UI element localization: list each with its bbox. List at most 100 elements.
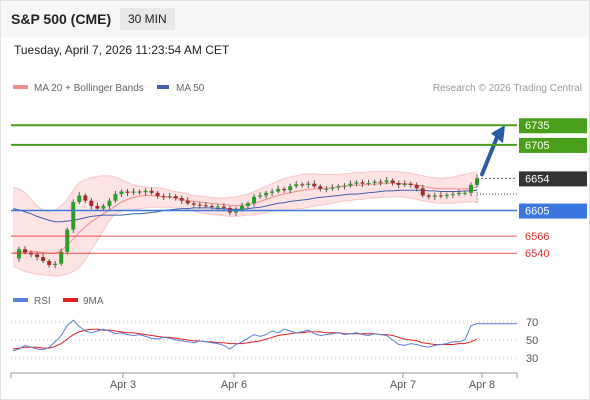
bollinger-legend-swatch — [13, 85, 28, 89]
candle-body — [420, 188, 425, 196]
candle-body — [300, 184, 305, 186]
candle-body — [414, 184, 419, 189]
price-level-label: 6654 — [519, 171, 587, 187]
candle-body — [215, 206, 220, 208]
rsi-line — [12, 319, 478, 352]
candle-body — [336, 186, 341, 188]
candle-body — [125, 191, 130, 193]
candle-body — [197, 204, 202, 206]
chart-header: S&P 500 (CME) 30 MIN — [1, 1, 589, 37]
candle-body — [119, 191, 124, 195]
candle-body — [113, 194, 118, 201]
candle-body — [246, 203, 251, 206]
candle-body — [143, 190, 148, 193]
candle-body — [59, 251, 64, 264]
candle-body — [384, 180, 389, 183]
candle-body — [378, 181, 383, 183]
rsi-tick-label: 50 — [526, 335, 538, 347]
price-level-label: 6605 — [519, 203, 587, 219]
price-levels: 6735 6705 6654 6605 6566 6540 — [11, 118, 587, 260]
candle-body — [65, 229, 70, 252]
rsi-panel: 70 50 30 — [11, 317, 538, 365]
candle-body — [131, 191, 136, 193]
level-tag-background — [519, 137, 587, 153]
candle-body — [396, 182, 401, 185]
candle-body — [155, 192, 160, 197]
candle-body — [41, 257, 46, 262]
time-axis-label: Apr 7 — [390, 379, 416, 391]
candle-body — [35, 254, 40, 258]
rsi-tick-label: 70 — [526, 317, 538, 329]
price-level-label: 6735 — [519, 118, 587, 134]
candle-body — [209, 205, 214, 207]
time-axis-label: Apr 6 — [221, 379, 247, 391]
candle-body — [438, 195, 443, 197]
candle-body — [306, 183, 311, 185]
candle-body — [288, 186, 293, 191]
candle-body — [444, 194, 449, 197]
candle-body — [17, 249, 22, 259]
ma50-legend-label: MA 50 — [176, 83, 205, 94]
candle-body — [185, 200, 190, 204]
target-arrow-shaft — [480, 135, 499, 177]
candle-body — [324, 188, 329, 190]
instrument-title: S&P 500 (CME) — [11, 11, 112, 27]
price-level-label: 6566 — [525, 231, 549, 243]
candle-body — [462, 192, 467, 194]
timestamp: Tuesday, April 7, 2026 11:23:54 AM CET — [14, 43, 230, 57]
ma50-line — [12, 189, 478, 223]
candle-body — [408, 183, 413, 185]
candle-body — [137, 191, 142, 193]
candle-body — [264, 192, 269, 196]
candle-body — [390, 180, 395, 183]
candle-body — [107, 200, 112, 206]
interval-button[interactable]: 30 MIN — [120, 8, 175, 30]
candle-body — [312, 183, 317, 187]
candle-body — [53, 263, 58, 266]
level-tag-text: 6566 — [525, 231, 549, 243]
candle-body — [270, 191, 275, 193]
candle-body — [83, 195, 88, 201]
candle-body — [89, 200, 94, 206]
candle-body — [23, 249, 28, 253]
candle-body — [456, 192, 461, 195]
candle-body — [191, 203, 196, 205]
candle-body — [179, 198, 184, 201]
candle-body — [173, 196, 178, 199]
rsi-ma-line — [12, 328, 478, 350]
rsi-tick-label: 30 — [526, 353, 538, 365]
candle-body — [432, 195, 437, 197]
candle-body — [468, 184, 473, 193]
target-arrow-head — [491, 125, 505, 144]
candle-body — [372, 181, 377, 183]
bollinger-lower-line — [12, 196, 477, 277]
candle-body — [276, 188, 281, 192]
candle-body — [101, 205, 106, 209]
bollinger-upper-line — [12, 170, 478, 213]
rsi-ma-legend-label: 9MA — [83, 296, 104, 307]
candle-body — [221, 206, 226, 208]
rsi-legend-label: RSI — [34, 296, 51, 307]
level-tag-background — [519, 118, 587, 134]
level-tag-text: 6654 — [525, 173, 549, 185]
level-tag-text: 6705 — [525, 140, 549, 152]
level-tag-text: 6540 — [525, 248, 549, 260]
level-tag-background — [519, 203, 587, 219]
time-axis-label: Apr 3 — [110, 379, 136, 391]
bollinger-band-fill — [13, 171, 477, 277]
candle-body — [294, 184, 299, 187]
candle-body — [450, 194, 455, 196]
candle-body — [348, 183, 353, 186]
candle-body — [258, 195, 263, 197]
price-level-label: 6540 — [525, 248, 549, 260]
candle-body — [203, 205, 208, 207]
candle-body — [252, 196, 257, 204]
rsi-legend-swatch — [13, 298, 28, 302]
candle-body — [342, 185, 347, 187]
time-axis: Apr 3 Apr 6 Apr 7 Apr 8 — [10, 372, 518, 391]
candle-body — [282, 188, 287, 191]
candle-body — [239, 205, 244, 210]
candle-body — [360, 182, 365, 184]
